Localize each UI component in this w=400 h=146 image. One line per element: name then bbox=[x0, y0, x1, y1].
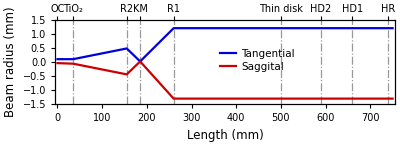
Tangential bbox=[138, 61, 142, 62]
X-axis label: Length (mm): Length (mm) bbox=[187, 129, 264, 142]
Tangential bbox=[124, 48, 129, 49]
Tangential bbox=[55, 58, 60, 60]
Y-axis label: Beam radius (mm): Beam radius (mm) bbox=[4, 7, 17, 117]
Saggital bbox=[55, 62, 60, 64]
Tangential bbox=[171, 27, 176, 29]
Tangential bbox=[71, 58, 76, 60]
Line: Tangential: Tangential bbox=[58, 28, 392, 61]
Saggital bbox=[171, 98, 176, 99]
Tangential bbox=[390, 27, 395, 29]
Line: Saggital: Saggital bbox=[58, 61, 392, 99]
Saggital bbox=[71, 63, 76, 65]
Saggital bbox=[124, 73, 129, 75]
Saggital bbox=[390, 98, 395, 99]
Saggital bbox=[138, 61, 142, 62]
Legend: Tangential, Saggital: Tangential, Saggital bbox=[220, 49, 294, 72]
